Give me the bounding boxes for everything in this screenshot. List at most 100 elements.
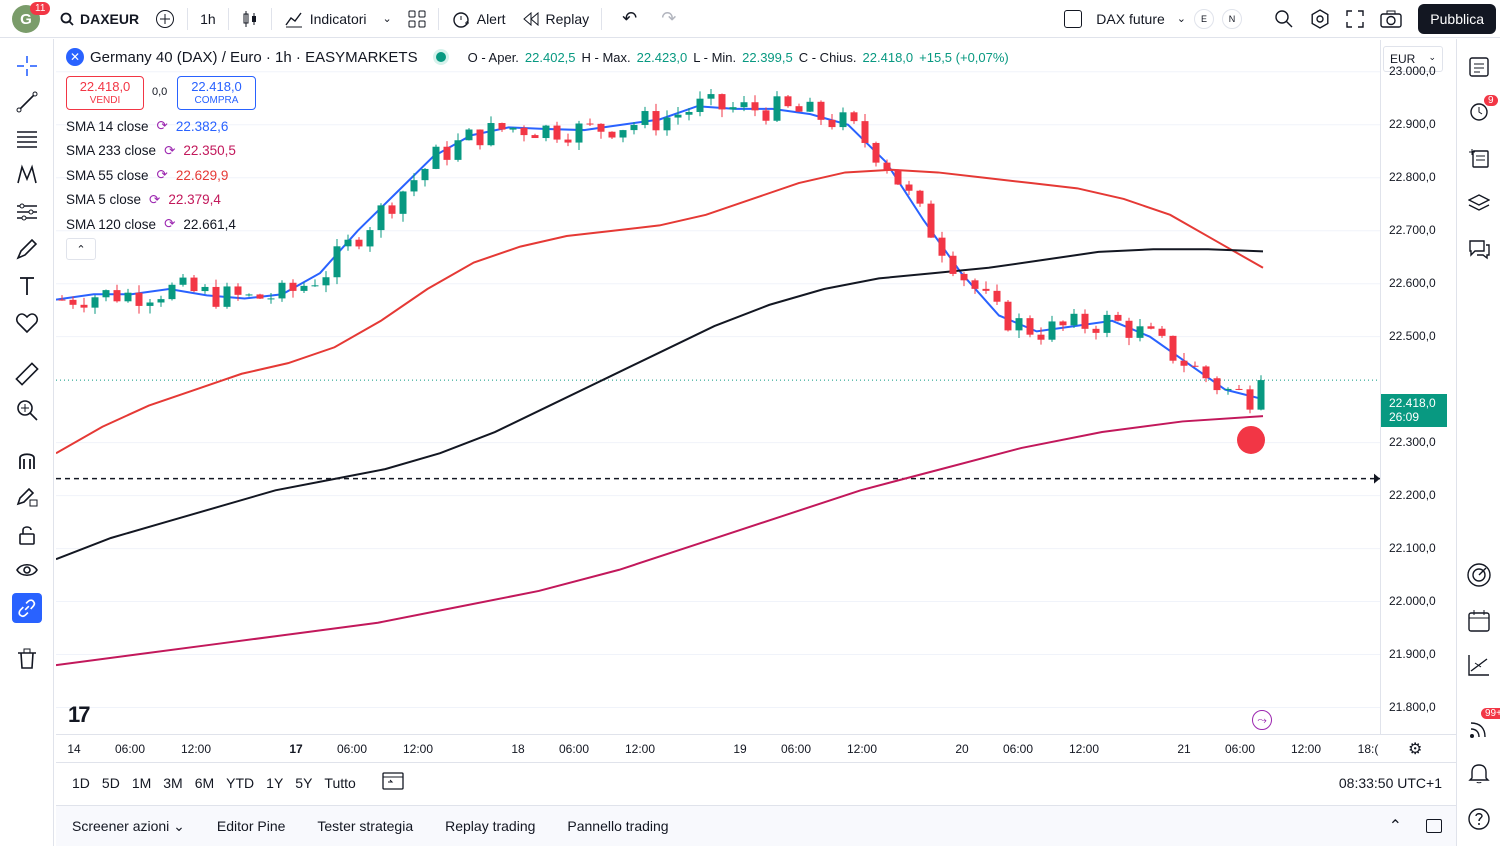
layouts-button[interactable] (400, 0, 434, 38)
refresh-icon[interactable]: ⟳ (164, 216, 176, 231)
measure-tool[interactable] (12, 359, 42, 389)
alert-button[interactable]: Alert (443, 0, 514, 38)
maximize-panel-icon[interactable] (1426, 819, 1442, 833)
crosshair-tool[interactable] (12, 51, 42, 81)
currency-selector[interactable]: EUR ⌄ (1383, 46, 1443, 72)
compare-button[interactable] (147, 0, 183, 38)
magnet-tool[interactable] (12, 445, 42, 475)
ideas-button[interactable] (1465, 651, 1493, 679)
fib-tool[interactable] (12, 124, 42, 154)
bar-countdown: 26:09 (1389, 410, 1420, 424)
calendar-button[interactable] (1465, 607, 1493, 635)
trend-line-tool[interactable] (12, 87, 42, 117)
watchlist-button[interactable] (1465, 53, 1493, 81)
lightning-icon[interactable]: ⤳ (1252, 710, 1272, 730)
alert-label: Alert (476, 10, 506, 27)
hide-drawings-tool[interactable] (12, 556, 42, 586)
target-icon (1467, 563, 1491, 587)
candle-body (58, 299, 66, 301)
collapse-legend-button[interactable]: ⌃ (66, 238, 96, 260)
indicator-row[interactable]: SMA 14 close ⟳ 22.382,6 (66, 118, 228, 134)
price-chart[interactable] (56, 40, 1380, 734)
fullscreen-button[interactable] (1338, 0, 1372, 38)
indicator-row[interactable]: SMA 5 close ⟳ 22.379,4 (66, 192, 221, 208)
alerts-button[interactable] (1465, 97, 1493, 125)
replay-button[interactable]: Replay (514, 0, 598, 38)
tradingview-logo[interactable]: 17 (68, 702, 91, 727)
refresh-icon[interactable]: ⟳ (156, 118, 168, 133)
remove-drawings-tool[interactable] (12, 644, 42, 674)
indicator-row[interactable]: SMA 233 close ⟳ 22.350,5 (66, 143, 236, 159)
sync-drawings-tool[interactable] (12, 593, 42, 623)
session-n-badge[interactable]: N (1222, 8, 1242, 29)
list-add-icon (1469, 149, 1489, 168)
avatar-letter: G (20, 10, 32, 28)
undo-button[interactable]: ↶ (606, 0, 653, 38)
sell-button[interactable]: 22.418,0 VENDI (66, 76, 144, 110)
goto-date-button[interactable] (382, 770, 404, 795)
candle-body (949, 255, 957, 274)
favorites-tool[interactable] (12, 308, 42, 338)
chart-type-button[interactable] (233, 0, 267, 38)
tech-analysis-button[interactable] (1465, 561, 1493, 589)
settings-button[interactable] (1302, 0, 1338, 38)
symbol-search[interactable]: DAXEUR (52, 0, 147, 38)
prediction-tool[interactable] (12, 197, 42, 227)
publish-button[interactable]: Pubblica (1418, 4, 1496, 34)
chats-button[interactable] (1465, 235, 1493, 263)
range-button[interactable]: 1D (72, 774, 90, 791)
indicator-row[interactable]: SMA 120 close ⟳ 22.661,4 (66, 216, 236, 232)
pattern-tool[interactable] (12, 160, 42, 190)
quick-search-button[interactable] (1266, 0, 1302, 38)
refresh-icon[interactable]: ⟳ (149, 191, 161, 207)
bottom-tab[interactable]: Replay trading (445, 818, 536, 834)
refresh-icon[interactable]: ⟳ (156, 167, 168, 182)
zoom-tool[interactable] (12, 395, 42, 425)
bottom-tab[interactable]: Screener azioni ⌄ (72, 817, 185, 834)
range-button[interactable]: 3M (163, 774, 183, 791)
interval-button[interactable]: 1h (192, 0, 224, 38)
bottom-tab[interactable]: Tester strategia (317, 818, 414, 834)
price-axis[interactable]: EUR ⌄ 23.000,0 22.900,0 22.800,0 22.700,0 22.… (1380, 40, 1456, 734)
session-e-badge[interactable]: E (1194, 8, 1214, 29)
lock-drawings-tool[interactable] (12, 520, 42, 550)
notifications-button[interactable] (1465, 759, 1493, 787)
range-button[interactable]: 1M (131, 774, 152, 791)
sma-line (56, 248, 1264, 561)
range-button[interactable]: 5D (101, 774, 120, 791)
chevron-up-icon[interactable]: ⌃ (1388, 818, 1402, 835)
range-button[interactable]: 5Y (295, 774, 313, 791)
indicator-row[interactable]: SMA 55 close ⟳ 22.629,9 (66, 167, 228, 183)
snapshot-button[interactable] (1372, 0, 1410, 38)
timezone-clock[interactable]: 08:33:50 UTC+1 (1338, 774, 1442, 791)
candle-body (817, 101, 825, 120)
candle-body (707, 94, 715, 99)
bottom-tab[interactable]: Pannello trading (567, 818, 669, 834)
brush-tool[interactable] (12, 234, 42, 264)
text-tool[interactable] (12, 271, 42, 301)
time-axis[interactable]: 14 06:00 12:00 17 06:00 12:00 18 06:00 12:00 19 06… (56, 734, 1456, 762)
main-chart-pane[interactable] (56, 40, 1380, 734)
streams-button[interactable] (1465, 715, 1493, 743)
stay-drawing-tool[interactable] (12, 482, 42, 512)
indicators-button[interactable]: Indicatori ⌄ (276, 0, 400, 38)
bottom-tab[interactable]: Editor Pine (216, 818, 286, 834)
help-button[interactable] (1465, 805, 1493, 833)
redo-button[interactable]: ↷ (653, 0, 684, 38)
layout-selector[interactable]: DAX future ⌄ (1056, 0, 1194, 38)
object-tree-button[interactable] (1465, 144, 1493, 172)
candle-body (1235, 388, 1243, 390)
price-tick-label: 22.300,0 (1389, 434, 1436, 449)
candle-body (1026, 318, 1034, 335)
candle-body (1136, 326, 1144, 338)
series-title[interactable]: Germany 40 (DAX) / Euro · 1h · EASYMARKE… (90, 48, 418, 66)
buy-button[interactable]: 22.418,0 COMPRA (177, 76, 256, 110)
range-button[interactable]: 1Y (266, 774, 284, 791)
range-button[interactable]: Tutto (324, 774, 356, 791)
refresh-icon[interactable]: ⟳ (164, 142, 176, 158)
settings-gear-icon[interactable]: ⚙ (1408, 741, 1423, 758)
price-tick-label: 22.500,0 (1389, 328, 1436, 343)
range-button[interactable]: YTD (226, 774, 255, 791)
range-button[interactable]: 6M (194, 774, 215, 791)
layers-button[interactable] (1465, 189, 1493, 217)
